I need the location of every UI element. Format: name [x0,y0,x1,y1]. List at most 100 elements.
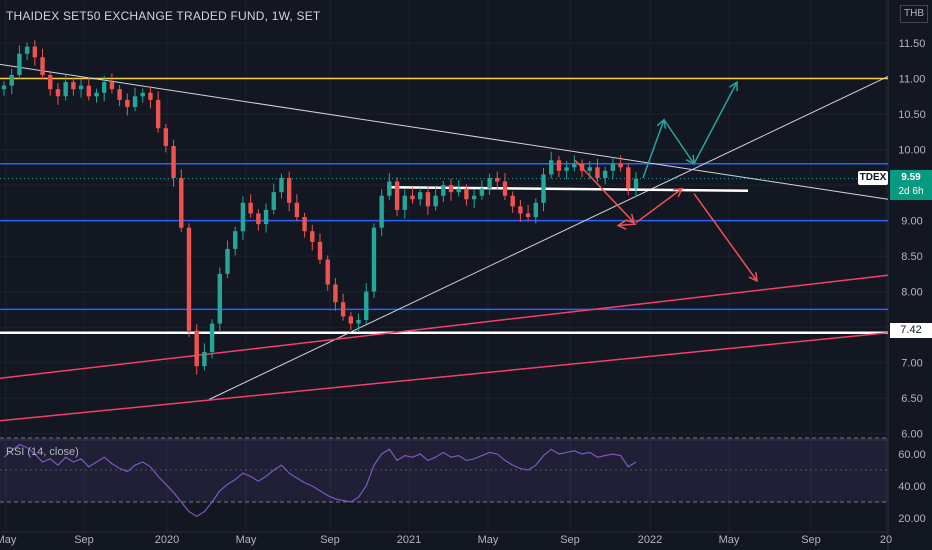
price-tick-label[interactable]: 11.50 [899,38,926,50]
candle-body [433,195,438,207]
time-tick-label[interactable]: May [478,534,499,546]
time-tick-label[interactable]: Sep [320,534,340,546]
price-tick-label[interactable]: 9.00 [901,216,922,228]
trendline-drawings[interactable] [0,63,889,422]
bearish-arrow-3-head[interactable] [748,271,758,283]
ascending-trendline[interactable] [208,75,889,400]
rsi-tick-label[interactable]: 40.00 [898,481,926,493]
time-tick-label[interactable]: 2021 [397,534,421,546]
candle-body [263,209,269,225]
candle-body [610,163,616,171]
candle-body [125,99,130,107]
candle-body [86,85,91,97]
candle-body [518,206,523,214]
bullish-arrow-2[interactable] [693,81,738,165]
time-tick-label[interactable]: May [0,534,17,546]
candle-body [595,167,600,178]
time-tick-label[interactable]: 2022 [638,534,662,546]
candle-body [425,192,431,207]
candle-body [348,316,354,324]
bearish-arrow-2[interactable] [635,188,683,224]
bullish-arrow-1-down[interactable] [663,119,695,165]
candle-body [502,181,508,196]
annotation-arrows[interactable] [574,80,758,283]
bullish-arrow-2-head[interactable] [729,80,738,92]
time-tick-label[interactable]: Sep [74,534,94,546]
candle-body [186,227,192,331]
bearish-arrow-1[interactable] [574,159,635,224]
ticker-badge: TDEX [858,171,888,185]
price-tick-label[interactable]: 6.00 [901,429,922,441]
price-axis[interactable]: 11.5011.0010.5010.009.509.008.508.007.50… [898,38,926,525]
candle-body [101,82,107,93]
candle-body [140,92,145,97]
bearish-arrow-1-foot-head[interactable] [616,219,627,230]
candle-body [371,227,377,292]
time-tick-label[interactable]: 20 [880,534,892,546]
candle-body [163,128,169,147]
candle-body [618,163,623,168]
candle-body [71,82,76,90]
price-tick-label[interactable]: 8.00 [901,287,922,299]
candle-body [32,46,38,58]
time-tick-label[interactable]: Sep [801,534,821,546]
candle-body [48,75,53,90]
candle-body [9,75,14,86]
bearish-arrow-1-head[interactable] [625,213,636,224]
bullish-arrow-1-head[interactable] [656,118,667,129]
candle-body [171,146,176,178]
price-tick-label[interactable]: 8.50 [901,251,922,263]
candle-body [479,188,485,196]
bearish-arrow-3[interactable] [693,193,758,282]
channel-upper-line[interactable] [0,274,889,379]
time-tick-label[interactable]: 2020 [155,534,179,546]
rsi-tick-label[interactable]: 60.00 [898,449,926,461]
bullish-arrow-1-down-head[interactable] [685,154,695,166]
candle-body [340,302,346,317]
currency-label[interactable]: THB [900,5,928,23]
candle-body [202,351,207,367]
price-tick-label[interactable]: 10.50 [898,109,926,121]
candle-body [225,248,230,274]
time-tick-label[interactable]: Sep [560,534,580,546]
candle-body [602,170,608,178]
candle-body [302,217,307,232]
price-tick-label[interactable]: 10.00 [898,145,926,157]
candle-body [587,167,592,171]
bullish-arrow-1[interactable] [642,119,665,179]
time-axis[interactable]: May Sep 2020 May Sep 2021 May Sep 2022 May Sep 20 [0,534,892,546]
neckline[interactable] [386,185,749,192]
candle-body [487,177,492,189]
rsi-tick-label[interactable]: 20.00 [898,513,926,525]
candle-body [24,46,30,54]
candle-body [394,181,400,210]
bearish-arrow-1-foot[interactable] [617,223,637,227]
candle-body [256,213,261,225]
candle-body [633,178,639,189]
bar-countdown: 2d 6h [898,186,924,197]
candle-body [448,185,454,193]
candle-body [402,195,407,210]
time-tick-label[interactable]: May [719,534,740,546]
descending-trendline[interactable] [0,63,889,200]
candle-body [549,160,554,175]
candle-body [356,319,361,324]
time-tick-label[interactable]: May [236,534,257,546]
current-price-value: 9.59 [901,172,921,183]
candle-body [271,192,276,210]
channel-lower-line[interactable] [0,332,889,422]
candle-body [286,177,292,203]
candle-body [471,195,477,200]
candle-body [63,82,68,97]
bearish-arrow-2-head[interactable] [672,187,684,198]
rsi-indicator-label[interactable]: RSI (14, close) [6,446,79,458]
price-tick-label[interactable]: 6.50 [901,393,922,405]
candle-body [533,202,539,218]
candle-body [556,160,562,171]
price-tick-label[interactable]: 11.00 [899,74,926,86]
candle-body [240,202,246,232]
candle-body [564,167,569,171]
rsi-series-line [3,443,637,518]
price-tick-label[interactable]: 7.00 [901,358,922,370]
